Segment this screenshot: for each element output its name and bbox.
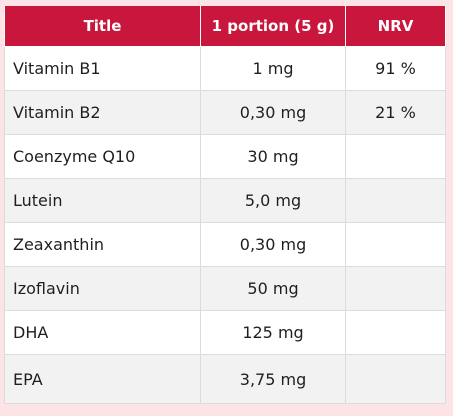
row-nrv [345, 266, 446, 311]
table-row: EPA 3,75 mg [4, 354, 446, 404]
nutrition-table-wrapper: Title 1 portion (5 g) NRV Vitamin B1 1 m… [4, 6, 446, 404]
table-row: Vitamin B2 0,30 mg 21 % [4, 90, 446, 135]
row-title: Vitamin B1 [4, 46, 201, 91]
row-portion: 125 mg [200, 310, 346, 355]
row-title: Zeaxanthin [4, 222, 201, 267]
table-row: Vitamin B1 1 mg 91 % [4, 46, 446, 91]
row-nrv [345, 222, 446, 267]
header-nrv: NRV [345, 6, 446, 47]
row-portion: 0,30 mg [200, 222, 346, 267]
row-nrv [345, 354, 446, 404]
row-nrv [345, 134, 446, 179]
row-nrv [345, 178, 446, 223]
row-portion: 1 mg [200, 46, 346, 91]
row-title: Coenzyme Q10 [4, 134, 201, 179]
header-portion: 1 portion (5 g) [200, 6, 346, 47]
table-row: DHA 125 mg [4, 310, 446, 355]
row-title: Vitamin B2 [4, 90, 201, 135]
row-title: Izoflavin [4, 266, 201, 311]
nutrition-table: Title 1 portion (5 g) NRV Vitamin B1 1 m… [4, 6, 446, 404]
table-row: Coenzyme Q10 30 mg [4, 134, 446, 179]
row-portion: 3,75 mg [200, 354, 346, 404]
row-nrv: 91 % [345, 46, 446, 91]
header-row: Title 1 portion (5 g) NRV [4, 6, 446, 47]
row-portion: 50 mg [200, 266, 346, 311]
table-row: Zeaxanthin 0,30 mg [4, 222, 446, 267]
row-title: DHA [4, 310, 201, 355]
header-title: Title [4, 6, 201, 47]
row-nrv: 21 % [345, 90, 446, 135]
row-nrv [345, 310, 446, 355]
row-title: EPA [4, 354, 201, 404]
row-portion: 0,30 mg [200, 90, 346, 135]
table-row: Izoflavin 50 mg [4, 266, 446, 311]
table-header: Title 1 portion (5 g) NRV [4, 6, 446, 47]
row-portion: 5,0 mg [200, 178, 346, 223]
table-row: Lutein 5,0 mg [4, 178, 446, 223]
row-portion: 30 mg [200, 134, 346, 179]
table-body: Vitamin B1 1 mg 91 % Vitamin B2 0,30 mg … [4, 46, 446, 404]
row-title: Lutein [4, 178, 201, 223]
